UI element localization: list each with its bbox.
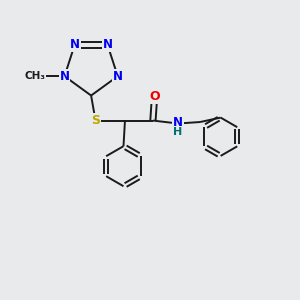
Text: O: O	[149, 90, 160, 103]
Text: N: N	[103, 38, 112, 51]
Text: N: N	[113, 70, 123, 83]
Text: H: H	[173, 127, 183, 137]
Text: N: N	[70, 38, 80, 51]
Text: CH₃: CH₃	[25, 70, 46, 81]
Text: S: S	[91, 114, 100, 127]
Text: N: N	[173, 116, 183, 129]
Text: N: N	[59, 70, 70, 83]
